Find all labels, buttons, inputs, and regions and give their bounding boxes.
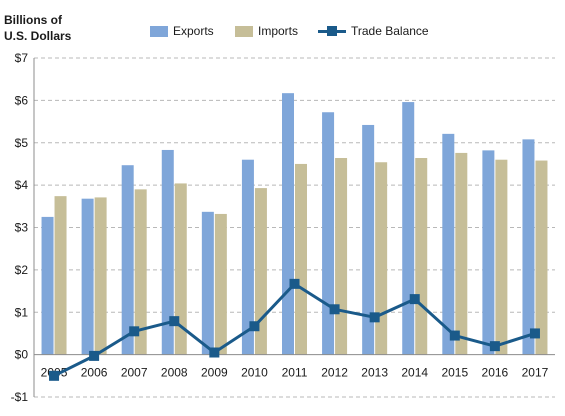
bar-imports — [134, 189, 147, 355]
bar-exports — [522, 139, 535, 355]
bar-exports — [201, 211, 214, 355]
y-tick-label: $7 — [15, 51, 29, 65]
bar-imports — [495, 159, 508, 355]
bar-exports — [41, 216, 54, 355]
y-tick-label: $4 — [15, 178, 29, 192]
y-tick-label: -$1 — [11, 390, 29, 404]
y-axis-title-line-1: Billions of — [4, 13, 62, 27]
trade-balance-marker — [169, 316, 180, 327]
x-tick-label: 2011 — [282, 366, 308, 380]
y-tick-label: $5 — [15, 136, 29, 150]
y-tick-label: $0 — [15, 348, 29, 362]
bar-exports — [121, 165, 134, 355]
trade-balance-marker — [529, 328, 540, 339]
x-tick-label: 2015 — [441, 366, 468, 380]
x-tick-label: 2012 — [321, 366, 348, 380]
trade-balance-marker — [409, 294, 420, 305]
bar-imports — [54, 196, 67, 355]
bar-imports — [94, 197, 107, 355]
bar-imports — [415, 158, 428, 355]
y-axis-title: Billions of U.S. Dollars — [4, 12, 94, 44]
bar-exports — [402, 102, 415, 355]
trade-balance-marker — [49, 370, 60, 381]
x-tick-label: 2010 — [241, 366, 268, 380]
bar-exports — [362, 124, 375, 355]
x-tick-label: 2008 — [161, 366, 188, 380]
trade-balance-marker — [289, 278, 300, 289]
y-tick-label: $3 — [15, 221, 29, 235]
x-tick-label: 2009 — [201, 366, 228, 380]
x-tick-label: 2013 — [361, 366, 388, 380]
trade-balance-marker — [489, 341, 500, 352]
bar-exports — [322, 112, 335, 355]
bar-exports — [161, 149, 174, 355]
bar-exports — [282, 93, 294, 355]
trade-balance-marker — [249, 321, 260, 332]
trade-balance-marker — [89, 350, 100, 361]
x-tick-label: 2006 — [81, 366, 108, 380]
trade-balance-marker — [449, 330, 460, 341]
bar-exports — [81, 198, 94, 355]
y-axis-title-line-2: U.S. Dollars — [4, 29, 72, 43]
bar-imports — [214, 213, 227, 355]
bar-imports — [455, 152, 468, 355]
trade-balance-marker — [209, 347, 220, 358]
bar-imports — [535, 160, 548, 355]
bar-imports — [254, 188, 267, 355]
bar-imports — [295, 163, 307, 355]
bar-exports — [442, 133, 455, 355]
trade-balance-marker — [369, 312, 380, 323]
y-tick-label: $1 — [15, 305, 29, 319]
bar-exports — [482, 150, 495, 355]
bar-imports — [335, 158, 348, 355]
x-tick-label: 2014 — [401, 366, 428, 380]
y-tick-label: $6 — [15, 93, 29, 107]
y-tick-label: $2 — [15, 263, 29, 277]
x-tick-label: 2007 — [121, 366, 148, 380]
bar-exports — [241, 159, 254, 355]
trade-balance-marker — [129, 326, 140, 337]
x-tick-label: 2016 — [482, 366, 509, 380]
bar-imports — [375, 162, 388, 355]
x-tick-label: 2017 — [522, 366, 549, 380]
trade-balance-marker — [329, 304, 340, 315]
bar-imports — [174, 183, 187, 355]
